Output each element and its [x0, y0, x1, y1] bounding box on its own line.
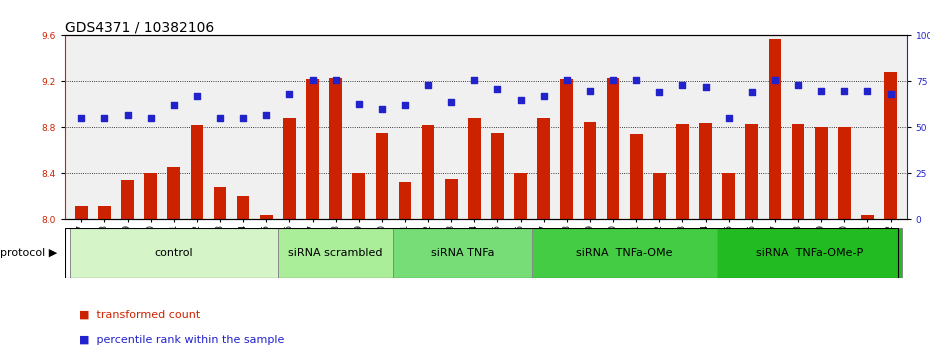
Bar — [167, 166, 180, 219]
Text: protocol ▶: protocol ▶ — [0, 248, 58, 258]
Bar — [445, 179, 458, 219]
Point — [259, 112, 273, 118]
Bar — [399, 182, 411, 219]
Point — [513, 97, 528, 103]
Bar — [861, 215, 874, 219]
Text: siRNA scrambled: siRNA scrambled — [288, 248, 383, 258]
Point — [73, 115, 88, 121]
Bar — [70, 228, 278, 278]
Bar — [306, 79, 319, 219]
Bar — [584, 122, 596, 219]
Bar — [98, 206, 111, 219]
Bar — [791, 124, 804, 219]
Bar — [283, 118, 296, 219]
Point — [490, 86, 505, 92]
Bar — [723, 173, 735, 219]
Text: ■  percentile rank within the sample: ■ percentile rank within the sample — [79, 335, 285, 345]
Bar — [653, 173, 666, 219]
Bar — [538, 118, 550, 219]
Text: control: control — [154, 248, 193, 258]
Point — [698, 84, 713, 90]
Point — [120, 112, 135, 118]
Bar — [278, 228, 393, 278]
Point — [790, 82, 805, 88]
Bar — [514, 173, 527, 219]
Point — [652, 90, 667, 95]
Text: GDS4371 / 10382106: GDS4371 / 10382106 — [65, 20, 214, 34]
Text: ■  transformed count: ■ transformed count — [79, 310, 200, 320]
Point — [190, 93, 205, 99]
Bar — [561, 79, 573, 219]
Bar — [352, 173, 365, 219]
Point — [860, 88, 875, 93]
Point — [582, 88, 597, 93]
Point — [166, 103, 181, 108]
Point — [143, 115, 158, 121]
Bar — [329, 78, 342, 219]
Point — [884, 91, 898, 97]
Bar — [838, 127, 851, 219]
Bar — [815, 127, 828, 219]
Point — [352, 101, 366, 106]
Point — [722, 115, 737, 121]
Bar — [717, 228, 902, 278]
Bar — [259, 215, 272, 219]
Point — [397, 103, 412, 108]
Point — [537, 93, 551, 99]
Point — [235, 115, 250, 121]
Bar — [491, 133, 504, 219]
Bar — [376, 133, 388, 219]
Bar — [422, 125, 434, 219]
Point — [744, 90, 759, 95]
Bar — [532, 228, 717, 278]
Point — [767, 77, 782, 82]
Point — [629, 77, 644, 82]
Bar — [237, 196, 249, 219]
Point — [837, 88, 852, 93]
Bar — [746, 124, 758, 219]
Text: siRNA  TNFa-OMe-P: siRNA TNFa-OMe-P — [756, 248, 863, 258]
Point — [444, 99, 458, 104]
Bar — [768, 39, 781, 219]
Bar — [630, 134, 643, 219]
Bar — [468, 118, 481, 219]
Point — [467, 77, 482, 82]
Point — [375, 106, 390, 112]
Bar — [393, 228, 532, 278]
Bar — [191, 125, 204, 219]
Point — [328, 77, 343, 82]
Point — [605, 77, 620, 82]
Point — [675, 82, 690, 88]
Bar — [144, 173, 157, 219]
Text: siRNA  TNFa-OMe: siRNA TNFa-OMe — [577, 248, 673, 258]
Point — [282, 91, 297, 97]
Bar — [121, 181, 134, 219]
Point — [814, 88, 829, 93]
Bar — [214, 187, 226, 219]
Point — [213, 115, 228, 121]
Point — [97, 115, 112, 121]
Bar — [75, 206, 87, 219]
Text: siRNA TNFa: siRNA TNFa — [431, 248, 495, 258]
Bar — [676, 124, 689, 219]
Point — [305, 77, 320, 82]
Point — [420, 82, 435, 88]
Bar — [884, 72, 897, 219]
Bar — [606, 78, 619, 219]
Point — [560, 77, 575, 82]
Bar — [699, 123, 712, 219]
